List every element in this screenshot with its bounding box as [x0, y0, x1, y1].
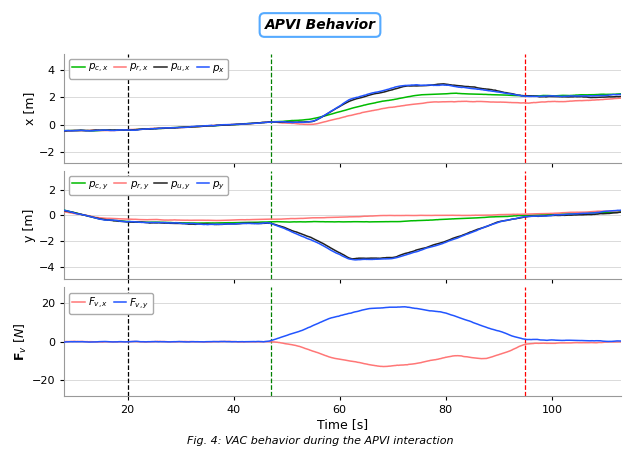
Text: APVI Behavior: APVI Behavior — [264, 18, 376, 32]
Y-axis label: x [m]: x [m] — [22, 92, 36, 125]
Legend: $p_{c,y}$, $p_{r,y}$, $p_{u,y}$, $p_y$: $p_{c,y}$, $p_{r,y}$, $p_{u,y}$, $p_y$ — [69, 176, 228, 195]
Y-axis label: y [m]: y [m] — [22, 208, 36, 242]
X-axis label: Time [s]: Time [s] — [317, 418, 368, 431]
Legend: $F_{v,x}$, $F_{v,y}$: $F_{v,x}$, $F_{v,y}$ — [69, 292, 152, 314]
Text: Fig. 4: VAC behavior during the APVI interaction: Fig. 4: VAC behavior during the APVI int… — [187, 436, 453, 446]
Legend: $p_{c,x}$, $p_{r,x}$, $p_{u,x}$, $p_x$: $p_{c,x}$, $p_{r,x}$, $p_{u,x}$, $p_x$ — [69, 59, 228, 79]
Y-axis label: $\mathbf{F}_v\ [N]$: $\mathbf{F}_v\ [N]$ — [13, 323, 29, 361]
